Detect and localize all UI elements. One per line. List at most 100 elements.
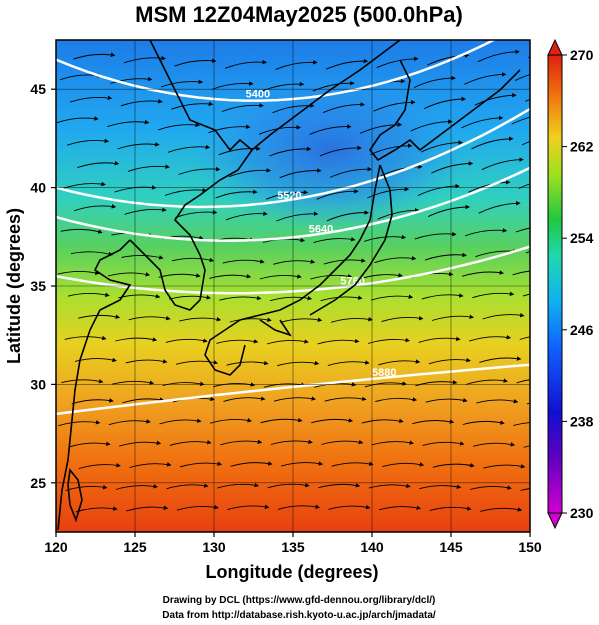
x-tick-label: 150 [518,539,542,555]
streamline [70,251,113,257]
streamline [228,168,271,178]
colorbar-min-arrow [547,512,563,530]
streamline [276,211,319,222]
streamline [331,461,374,467]
streamline [474,92,517,106]
streamline [273,259,316,265]
streamline [165,338,208,343]
colorbar-tick-label: 262 [570,139,594,155]
streamline [57,270,100,276]
streamline [120,98,163,107]
streamline [176,504,219,511]
streamline [56,116,99,124]
streamline [259,274,302,280]
streamline [128,315,171,321]
streamline [481,157,524,171]
streamline [465,378,508,385]
streamline [175,210,218,219]
streamline [472,442,516,447]
streamline [280,317,323,323]
streamline [468,180,511,193]
y-tick-label: 35 [30,278,46,294]
x-axis: 120 125 130 135 140 145 150 [44,532,542,555]
streamline [110,76,153,84]
streamline [376,56,419,69]
streamline [168,295,211,300]
streamline [432,463,475,468]
streamline [126,505,169,512]
contour-label: 5880 [372,367,396,379]
streamline [375,397,418,403]
streamline [78,462,121,470]
streamline [479,356,522,363]
streamline [522,293,530,297]
streamline [67,292,110,298]
streamline [425,397,468,403]
streamline [361,418,404,424]
x-axis-label: Longitude (degrees) [205,562,378,582]
streamline [462,420,505,425]
streamline [122,397,165,404]
streamline [367,337,410,344]
streamline [124,207,167,215]
streamline [523,445,530,448]
streamline [111,380,155,385]
streamline [73,52,116,60]
streamline [469,485,512,490]
streamline [520,488,530,491]
x-tick-label: 130 [202,539,226,555]
streamline [171,101,214,110]
y-tick-label: 25 [30,475,46,491]
streamline [310,273,353,280]
streamline [60,228,103,234]
streamline [209,418,252,424]
streamline [164,187,207,196]
streamline [218,146,261,156]
streamline [77,161,120,169]
streamline [513,422,530,426]
streamline [471,136,514,150]
streamline [119,440,162,447]
x-tick-label: 120 [44,539,68,555]
streamline [461,115,504,129]
streamline [179,316,222,322]
streamline [415,379,458,387]
streamline [328,504,371,510]
streamline [327,360,370,367]
streamline [115,484,158,490]
colorbar-tick-label: 270 [570,47,594,63]
streamline [363,234,407,242]
x-tick-label: 135 [281,539,305,555]
streamline [211,81,254,90]
streamline [421,293,464,300]
streamline [512,270,530,276]
streamline [168,144,211,153]
streamline [424,252,467,261]
colorbar-max-arrow [547,38,563,56]
streamline [420,140,463,153]
streamline [429,506,472,511]
streamline [208,124,251,134]
streamline [265,189,309,200]
streamline [229,317,272,323]
coastlines [57,40,521,531]
streamline [157,122,200,131]
streamline [127,164,170,172]
y-tick-label: 45 [30,81,46,97]
streamline [269,146,312,157]
contour-label: 5760 [340,275,364,287]
credit-line-1: Drawing by DCL (https://www.gfd-dennou.o… [163,595,436,606]
credit-line-2: Data from http://database.rish.kyoto-u.a… [162,610,436,621]
streamline [464,72,507,85]
streamline [107,272,151,277]
streamline [121,254,164,260]
streamline [326,210,369,222]
streamline [317,338,360,345]
contour-label: 5520 [277,190,301,202]
streamline [382,462,425,468]
streamline [329,166,373,178]
y-axis: 25 30 35 40 45 [30,81,56,491]
streamline [220,439,263,446]
streamline [428,357,471,365]
streamline [477,49,520,63]
